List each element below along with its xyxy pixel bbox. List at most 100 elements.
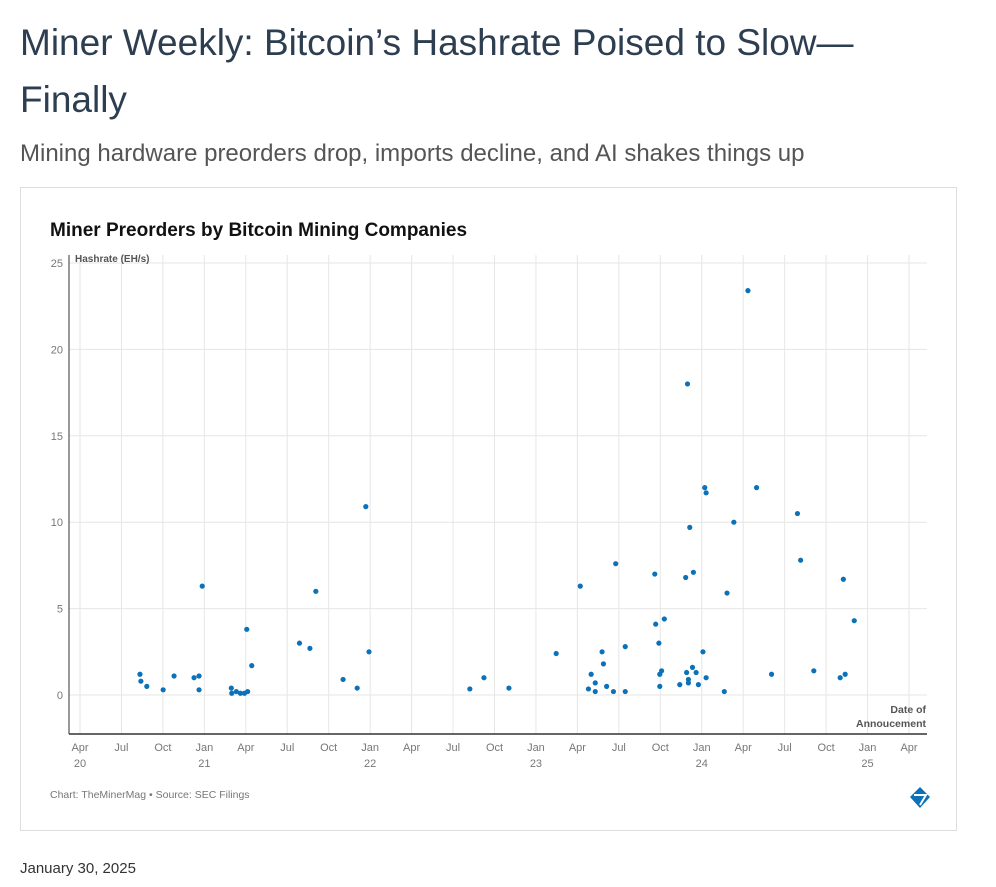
data-point — [652, 571, 658, 577]
data-point — [307, 645, 313, 651]
x-tick-label: Jan — [527, 742, 545, 754]
data-point — [689, 664, 696, 670]
x-tick-label: Jan — [693, 742, 711, 754]
data-point — [313, 588, 319, 594]
data-point — [249, 663, 255, 669]
y-tick-label: 15 — [51, 431, 63, 443]
data-point — [191, 675, 197, 681]
data-point — [229, 690, 235, 696]
article-subtitle: Mining hardware preorders drop, imports … — [20, 140, 805, 167]
data-point — [481, 675, 487, 681]
data-point — [703, 675, 709, 681]
data-point — [700, 649, 706, 655]
x-tick-year-label: 24 — [696, 758, 708, 770]
data-point — [657, 683, 663, 689]
x-tick-year-label: 21 — [198, 758, 210, 770]
theminermag-logo-icon — [910, 787, 930, 808]
x-tick-label: Jul — [778, 742, 792, 754]
data-point — [237, 690, 243, 696]
data-point — [340, 676, 346, 683]
data-point — [506, 685, 512, 691]
data-point — [695, 682, 702, 688]
y-tick-label: 5 — [57, 604, 63, 616]
x-tick-label: Oct — [486, 742, 503, 754]
data-point — [677, 682, 683, 688]
y-tick-label: 25 — [51, 258, 63, 270]
data-point — [683, 669, 690, 676]
data-point — [592, 688, 598, 695]
data-point — [685, 676, 692, 683]
data-point — [851, 618, 857, 624]
data-point — [658, 668, 665, 674]
data-point — [588, 671, 594, 677]
x-tick-label: Apr — [569, 742, 586, 754]
data-point — [687, 524, 693, 530]
data-point — [160, 687, 166, 693]
x-tick-label: Jul — [446, 742, 460, 754]
chart-source: Chart: TheMinerMag • Source: SEC Filings — [50, 789, 250, 801]
data-point — [599, 649, 605, 655]
x-tick-label: Jan — [361, 742, 379, 754]
data-point — [585, 686, 592, 692]
x-tick-label: Apr — [71, 742, 88, 754]
data-point — [622, 688, 628, 695]
data-point — [363, 504, 369, 510]
data-point — [798, 557, 804, 563]
data-point — [137, 671, 143, 677]
data-point — [171, 673, 177, 679]
chart-title: Miner Preorders by Bitcoin Mining Compan… — [50, 220, 467, 241]
data-point — [703, 490, 709, 496]
y-axis-label: Hashrate (EH/s) — [75, 254, 149, 265]
data-point — [745, 288, 751, 294]
x-axis-label-line2: Annoucement — [856, 718, 927, 730]
x-tick-label: Oct — [320, 742, 337, 754]
x-tick-year-label: 25 — [861, 758, 873, 770]
data-point — [837, 675, 843, 681]
data-point — [622, 644, 628, 650]
x-tick-year-label: 22 — [364, 758, 376, 770]
data-point — [354, 685, 360, 691]
publish-date: January 30, 2025 — [20, 860, 136, 877]
data-point — [768, 671, 775, 677]
x-tick-label: Jan — [195, 742, 213, 754]
data-point — [228, 685, 234, 691]
data-point — [794, 510, 801, 517]
chart-container — [20, 187, 957, 831]
x-tick-label: Jan — [859, 742, 877, 754]
x-tick-label: Apr — [735, 742, 752, 754]
x-tick-label: Oct — [818, 742, 835, 754]
data-point — [656, 640, 662, 646]
data-point — [653, 621, 659, 627]
x-tick-label: Apr — [403, 742, 420, 754]
data-point — [604, 683, 610, 689]
data-point — [233, 688, 239, 695]
data-point — [366, 649, 372, 655]
y-tick-label: 20 — [51, 344, 63, 356]
x-tick-label: Apr — [900, 742, 917, 754]
data-point — [199, 583, 205, 589]
x-tick-year-label: 23 — [530, 758, 542, 770]
data-point — [753, 485, 760, 491]
data-point — [840, 576, 846, 582]
data-point — [600, 661, 607, 667]
x-tick-label: Jul — [114, 742, 128, 754]
data-point — [842, 671, 848, 677]
data-point — [690, 569, 697, 575]
data-point — [721, 688, 727, 695]
data-point — [683, 574, 689, 581]
data-point — [693, 669, 699, 676]
data-point — [138, 678, 144, 684]
x-tick-label: Oct — [154, 742, 171, 754]
data-point — [553, 650, 559, 657]
data-point — [196, 673, 202, 679]
data-point — [196, 687, 202, 693]
x-tick-label: Oct — [652, 742, 669, 754]
x-axis-label-line1: Date of — [890, 704, 926, 716]
data-point — [610, 688, 617, 695]
data-point — [724, 590, 730, 596]
data-point — [577, 583, 583, 589]
y-tick-label: 0 — [57, 690, 63, 702]
data-point — [702, 485, 708, 491]
data-point — [245, 688, 251, 695]
